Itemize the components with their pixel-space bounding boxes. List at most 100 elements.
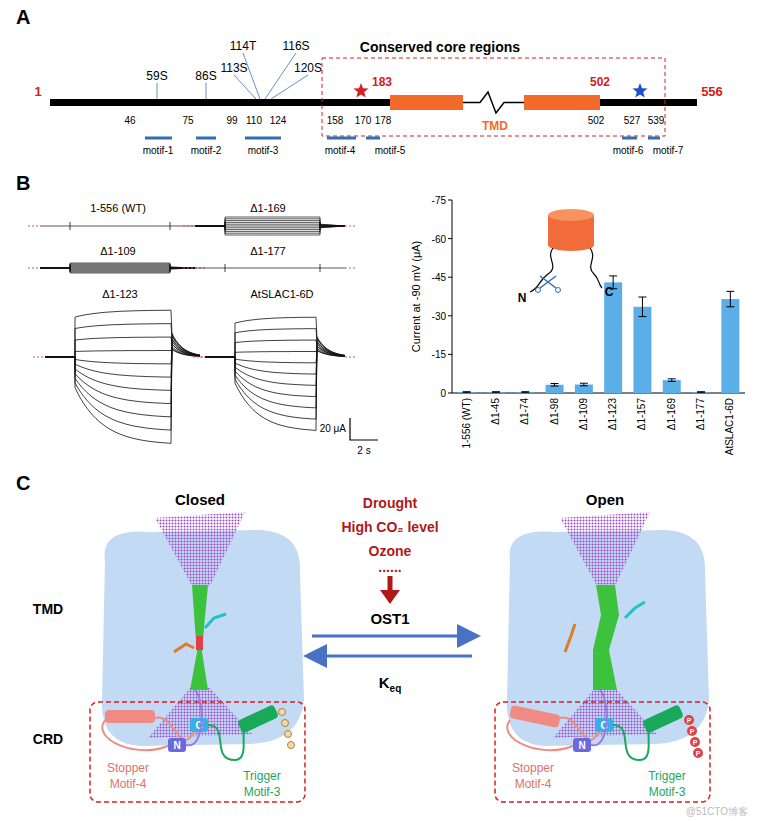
side-chain xyxy=(565,624,575,652)
n-helix xyxy=(573,738,591,752)
position-label: 539 xyxy=(648,115,665,126)
motif-label: motif-1 xyxy=(143,145,174,156)
bar xyxy=(604,282,622,393)
crd-box xyxy=(90,702,305,802)
x-tick-label: Δ1-98 xyxy=(549,398,560,425)
position-label: 75 xyxy=(182,115,194,126)
position-label: 170 xyxy=(355,115,372,126)
bar-chart: -75-60-45-30-150Current at -90 mV (μA)1-… xyxy=(410,195,745,455)
core-title: Conserved core regions xyxy=(360,39,520,55)
site xyxy=(279,709,286,716)
scissors xyxy=(540,276,556,288)
bar xyxy=(633,307,651,393)
tmd-box xyxy=(524,95,600,110)
y-tick-label: -60 xyxy=(432,234,447,245)
watermark: @51CTO博客 xyxy=(686,806,748,817)
trace-step xyxy=(225,264,226,272)
y-tick xyxy=(448,238,452,239)
trigger-label: Trigger xyxy=(243,769,281,783)
x-tick-label: Δ1-109 xyxy=(578,398,589,431)
motif-label: motif-5 xyxy=(375,145,406,156)
sequence-bar xyxy=(600,99,697,106)
baseline xyxy=(345,268,357,269)
site-label: 86S xyxy=(195,69,216,83)
sequence-bar xyxy=(50,99,390,106)
motif-bar xyxy=(145,137,172,140)
scale-label: 20 μA xyxy=(320,423,347,434)
y-tick xyxy=(448,200,452,201)
site-line xyxy=(265,53,296,99)
current-trace xyxy=(205,348,345,374)
pore-vestibule xyxy=(155,512,245,586)
bar xyxy=(721,299,739,393)
inset-c-term xyxy=(590,248,602,288)
current-trace xyxy=(45,347,200,377)
constriction xyxy=(196,636,203,650)
current-trace xyxy=(205,339,345,419)
n-label: N xyxy=(578,740,585,751)
site-line xyxy=(157,83,158,99)
position-label: 46 xyxy=(124,115,136,126)
phospho-site xyxy=(693,748,703,758)
motif-bar xyxy=(196,137,216,140)
scale-bar xyxy=(350,418,378,440)
baseline xyxy=(345,357,357,358)
current-trace xyxy=(40,267,195,272)
trace-label: AtSLAC1-6D xyxy=(251,288,314,300)
loop xyxy=(591,690,607,745)
stopper-label: Motif-4 xyxy=(515,777,552,791)
tmd-box xyxy=(390,95,463,110)
baseline xyxy=(345,226,357,227)
loop xyxy=(186,690,202,745)
phospho-label: P xyxy=(696,750,701,757)
x-tick-label: Δ1-169 xyxy=(666,398,677,431)
current-trace xyxy=(45,339,200,417)
current-trace xyxy=(205,342,345,408)
scale-label: 2 s xyxy=(357,445,370,456)
y-tick-label: -15 xyxy=(432,349,447,360)
c-helix xyxy=(595,718,613,732)
c-helix xyxy=(190,718,208,732)
y-tick-label: -45 xyxy=(432,272,447,283)
n-label: N xyxy=(173,740,180,751)
inset-channel xyxy=(548,239,594,251)
keq: Keq xyxy=(379,674,402,694)
inset-n: N xyxy=(518,291,527,305)
core-start: 183 xyxy=(372,75,392,89)
position-label: 502 xyxy=(588,115,605,126)
trigger-label: Motif-3 xyxy=(244,785,281,799)
y-axis-label: Current at -90 mV (μA) xyxy=(410,241,422,352)
motif-label: motif-3 xyxy=(248,145,279,156)
core-region-box xyxy=(322,58,665,136)
scissors xyxy=(556,288,561,293)
region-label: CRD xyxy=(33,731,63,747)
site-label: 59S xyxy=(146,69,167,83)
state-label: Open xyxy=(586,491,624,508)
baseline xyxy=(28,268,40,269)
position-label: 178 xyxy=(375,115,392,126)
baseline xyxy=(193,357,205,358)
star xyxy=(353,83,368,98)
error-bar xyxy=(697,392,705,393)
trigger-label: Trigger xyxy=(648,769,686,783)
phospho-label: P xyxy=(693,739,698,746)
inset-n-term xyxy=(530,248,553,292)
error-bar xyxy=(551,383,559,386)
position-label: 124 xyxy=(270,115,287,126)
panel-label: B xyxy=(16,172,30,194)
phospho-site xyxy=(690,737,700,747)
loop xyxy=(155,717,195,739)
n-helix xyxy=(168,738,186,752)
trace-step xyxy=(320,222,321,230)
trace-step xyxy=(170,264,171,272)
stopper-helix xyxy=(509,705,561,728)
current-trace xyxy=(205,344,345,397)
arrow xyxy=(312,655,472,658)
current-trace xyxy=(205,346,345,385)
y-tick xyxy=(448,315,452,316)
error-bar xyxy=(521,392,529,393)
stopper-helix xyxy=(105,710,155,723)
pore xyxy=(190,585,208,690)
stimulus: High CO₂ level xyxy=(341,519,438,535)
motif-bar xyxy=(622,137,637,140)
